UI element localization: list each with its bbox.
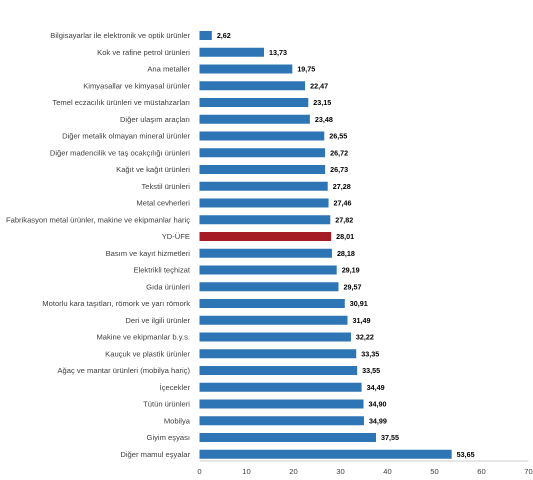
category-label-22: Tütün ürünleri xyxy=(143,400,190,409)
category-label-9: Tekstil ürünleri xyxy=(141,182,190,191)
bar-9 xyxy=(199,181,328,191)
value-label-18: 32,22 xyxy=(356,333,374,342)
category-label-5: Diğer ulaşım araçları xyxy=(120,115,190,124)
category-label-1: Kok ve rafine petrol ürünleri xyxy=(97,48,190,57)
bar-10 xyxy=(199,198,329,208)
category-label-25: Diğer mamul eşyalar xyxy=(120,450,190,459)
bar-12 xyxy=(199,232,332,241)
value-label-11: 27,82 xyxy=(335,215,353,224)
value-label-17: 31,49 xyxy=(353,316,371,325)
bar-4 xyxy=(199,98,309,107)
value-label-8: 26,73 xyxy=(330,165,348,174)
value-label-12: 28,01 xyxy=(336,232,354,241)
bar-7 xyxy=(199,148,326,158)
category-label-20: Ağaç ve mantar ürünleri (mobilya hariç) xyxy=(57,366,190,375)
bar-16 xyxy=(199,299,345,308)
value-label-20: 33,55 xyxy=(362,366,380,375)
x-tick-label-1: 10 xyxy=(242,467,250,476)
bar-1 xyxy=(199,47,265,57)
category-label-4: Temel eczacılık ürünleri ve müstahzarlar… xyxy=(52,98,190,107)
bar-8 xyxy=(199,165,326,174)
value-label-15: 29,57 xyxy=(343,282,361,291)
category-label-2: Ana metaller xyxy=(147,65,190,74)
category-labels: Bilgisayarlar ile elektronik ve optik ür… xyxy=(6,31,191,459)
value-label-7: 26,72 xyxy=(330,148,348,157)
value-label-4: 23,15 xyxy=(313,98,331,107)
value-label-0: 2,62 xyxy=(217,31,231,40)
value-label-6: 26,55 xyxy=(329,132,347,141)
category-label-7: Diğer madencilik ve taş ocakçılığı ürünl… xyxy=(50,148,190,157)
category-label-23: Mobilya xyxy=(164,416,191,425)
value-label-1: 13,73 xyxy=(269,48,287,57)
x-tick-label-0: 0 xyxy=(197,467,201,476)
category-label-6: Diğer metalik olmayan mineral ürünler xyxy=(62,132,190,141)
bar-24 xyxy=(199,433,376,442)
bar-0 xyxy=(199,31,212,40)
value-label-21: 34,49 xyxy=(367,383,385,392)
value-label-2: 19,75 xyxy=(297,65,315,74)
category-label-18: Makine ve ekipmanlar b.y.s. xyxy=(96,333,190,342)
bar-20 xyxy=(199,366,358,375)
value-label-25: 53,65 xyxy=(457,450,475,459)
bar-22 xyxy=(199,399,364,409)
category-label-0: Bilgisayarlar ile elektronik ve optik ür… xyxy=(50,31,190,40)
category-label-19: Kauçuk ve plastik ürünler xyxy=(105,349,190,358)
bar-2 xyxy=(199,64,293,74)
bar-23 xyxy=(199,416,364,426)
category-label-14: Elektrikli teçhizat xyxy=(133,266,190,275)
category-label-3: Kimyasallar ve kimyasal ürünler xyxy=(83,81,190,90)
value-label-14: 29,19 xyxy=(342,266,360,275)
category-label-21: İçecekler xyxy=(160,383,191,392)
x-tick-label-7: 70 xyxy=(524,467,532,476)
bar-14 xyxy=(199,265,337,275)
bar-18 xyxy=(199,332,351,342)
value-label-23: 34,99 xyxy=(369,416,387,425)
bar-13 xyxy=(199,248,332,258)
x-axis-ticks: 0 10 20 30 40 50 60 70 xyxy=(197,467,532,476)
bar-6 xyxy=(199,131,325,141)
bar-21 xyxy=(199,382,362,392)
value-label-24: 37,55 xyxy=(381,433,399,442)
category-label-10: Metal cevherleri xyxy=(136,199,190,208)
bar-5 xyxy=(199,114,310,124)
x-tick-label-2: 20 xyxy=(289,467,297,476)
bar-3 xyxy=(199,81,306,91)
category-label-12: YD-ÜFE xyxy=(162,232,190,241)
bars-layer xyxy=(199,31,452,459)
value-label-22: 34,90 xyxy=(369,400,387,409)
bar-11 xyxy=(199,215,331,225)
bar-17 xyxy=(199,315,348,325)
bar-19 xyxy=(199,349,357,359)
x-tick-label-6: 60 xyxy=(477,467,485,476)
value-label-19: 33,35 xyxy=(361,349,379,358)
x-tick-label-5: 50 xyxy=(430,467,438,476)
value-label-3: 22,47 xyxy=(310,81,328,90)
category-label-15: Gıda ürünleri xyxy=(146,282,190,291)
x-tick-label-3: 30 xyxy=(336,467,344,476)
value-label-13: 28,18 xyxy=(337,249,355,258)
value-label-9: 27,28 xyxy=(333,182,351,191)
category-label-8: Kağıt ve kağıt ürünleri xyxy=(116,165,190,174)
bar-15 xyxy=(199,282,339,292)
category-label-11: Fabrikasyon metal ürünler, makine ve eki… xyxy=(6,215,190,224)
category-label-13: Basım ve kayıt hizmetleri xyxy=(106,249,191,258)
category-label-24: Giyim eşyası xyxy=(147,433,190,442)
value-label-5: 23,48 xyxy=(315,115,333,124)
value-labels: 2,62 13,73 19,75 22,47 23,15 23,48 26,55 26,72 2… xyxy=(217,31,475,459)
value-label-16: 30,91 xyxy=(350,299,368,308)
bar-25 xyxy=(199,449,452,459)
x-tick-label-4: 40 xyxy=(383,467,391,476)
value-label-10: 27,46 xyxy=(334,199,352,208)
category-label-16: Motorlu kara taşıtları, römork ve yarı r… xyxy=(42,299,190,308)
category-label-17: Deri ve ilgili ürünler xyxy=(125,316,190,325)
